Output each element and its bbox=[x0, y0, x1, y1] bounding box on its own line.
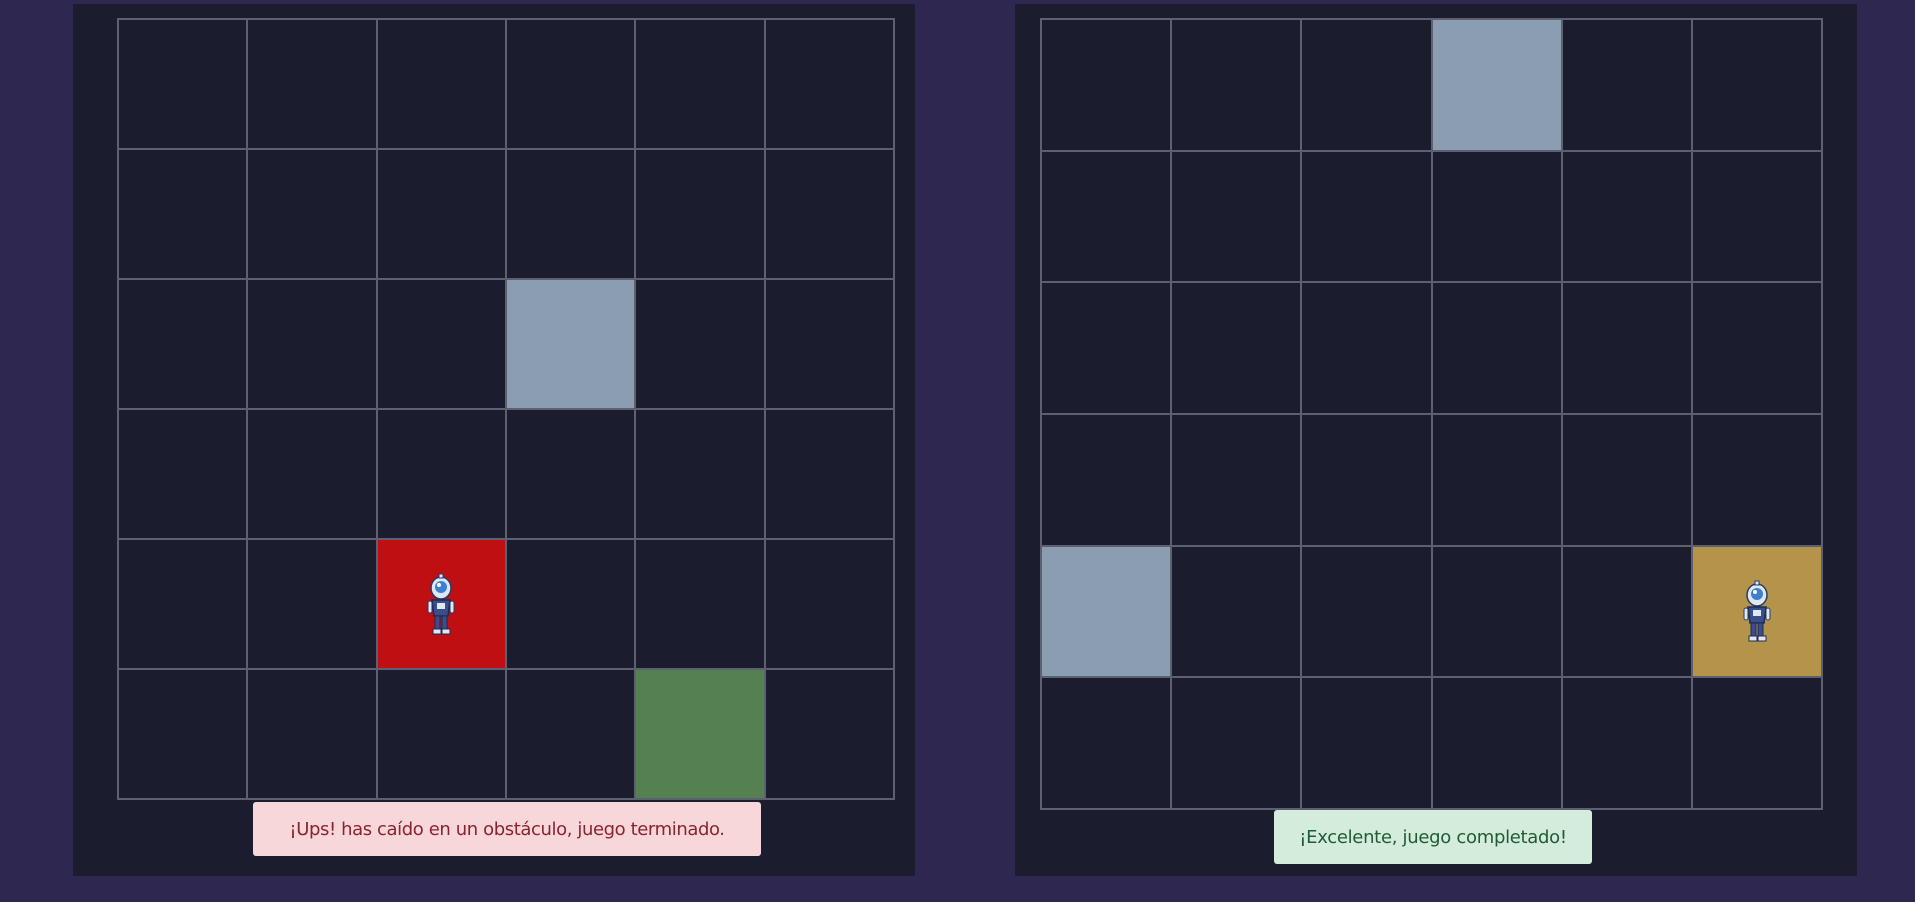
grid-cell bbox=[1692, 415, 1821, 545]
grid-cell bbox=[1692, 151, 1821, 282]
grid-cell bbox=[1302, 283, 1431, 413]
grid-cell bbox=[1692, 20, 1821, 150]
grid-cell bbox=[1432, 283, 1561, 413]
grid-cell bbox=[636, 20, 764, 148]
grid-cell bbox=[248, 280, 376, 408]
grid-cell bbox=[1432, 415, 1561, 545]
robot-icon bbox=[1739, 579, 1775, 643]
grid-cell bbox=[1302, 546, 1431, 677]
grid-cell bbox=[1432, 678, 1561, 808]
game-completed-message: ¡Excelente, juego completado! bbox=[1274, 810, 1592, 864]
grid-cell bbox=[248, 410, 376, 538]
game-over-message: ¡Ups! has caído en un obstáculo, juego t… bbox=[253, 802, 761, 856]
grid-cell bbox=[1042, 20, 1171, 150]
grid-cell bbox=[636, 150, 764, 278]
grid-cell bbox=[507, 670, 635, 798]
grid-cell bbox=[507, 410, 635, 538]
grid-cell bbox=[1172, 283, 1301, 413]
game-grid-left bbox=[117, 18, 895, 800]
grid-cell bbox=[1042, 415, 1171, 545]
obstacle-cell bbox=[1432, 20, 1561, 150]
grid-cell bbox=[119, 150, 247, 278]
completed-robot-cell bbox=[1692, 546, 1821, 677]
grid-cell bbox=[507, 150, 635, 278]
grid-cell bbox=[765, 150, 893, 278]
grid-cell bbox=[377, 410, 505, 538]
grid-cell bbox=[119, 280, 247, 408]
grid-cell bbox=[1562, 678, 1691, 808]
grid-cell bbox=[1042, 151, 1171, 282]
grid-cell bbox=[507, 20, 635, 148]
grid-cell bbox=[1302, 20, 1431, 150]
grid-cell bbox=[636, 540, 764, 668]
grid-cell bbox=[1172, 151, 1301, 282]
game-board-panel-right: ¡Excelente, juego completado! bbox=[1015, 4, 1857, 876]
grid-cell bbox=[377, 280, 505, 408]
grid-cell bbox=[119, 670, 247, 798]
grid-cell bbox=[636, 410, 764, 538]
grid-cell bbox=[765, 670, 893, 798]
game-grid-right bbox=[1040, 18, 1823, 810]
grid-cell bbox=[1562, 151, 1691, 282]
grid-cell bbox=[1432, 546, 1561, 677]
grid-cell bbox=[377, 670, 505, 798]
grid-cell bbox=[765, 540, 893, 668]
grid-cell bbox=[507, 540, 635, 668]
grid-cell bbox=[1562, 546, 1691, 677]
grid-cell bbox=[765, 280, 893, 408]
crashed-robot-cell bbox=[377, 540, 505, 668]
grid-cell bbox=[377, 20, 505, 148]
grid-cell bbox=[1302, 415, 1431, 545]
grid-cell bbox=[1302, 151, 1431, 282]
game-board-panel-left: ¡Ups! has caído en un obstáculo, juego t… bbox=[73, 4, 915, 876]
grid-cell bbox=[248, 540, 376, 668]
obstacle-cell bbox=[507, 280, 635, 408]
grid-cell bbox=[1432, 151, 1561, 282]
grid-cell bbox=[1692, 283, 1821, 413]
robot-icon bbox=[423, 572, 459, 636]
grid-cell bbox=[765, 410, 893, 538]
grid-cell bbox=[1042, 283, 1171, 413]
grid-cell bbox=[377, 150, 505, 278]
goal-cell bbox=[636, 670, 764, 798]
grid-cell bbox=[248, 150, 376, 278]
grid-cell bbox=[1172, 546, 1301, 677]
grid-cell bbox=[1172, 678, 1301, 808]
grid-cell bbox=[119, 540, 247, 668]
grid-cell bbox=[119, 410, 247, 538]
grid-cell bbox=[248, 20, 376, 148]
grid-cell bbox=[1562, 415, 1691, 545]
grid-cell bbox=[1172, 20, 1301, 150]
grid-cell bbox=[1172, 415, 1301, 545]
grid-cell bbox=[765, 20, 893, 148]
grid-cell bbox=[119, 20, 247, 148]
grid-cell bbox=[1042, 678, 1171, 808]
grid-cell bbox=[1562, 283, 1691, 413]
grid-cell bbox=[636, 280, 764, 408]
grid-cell bbox=[1562, 20, 1691, 150]
grid-cell bbox=[248, 670, 376, 798]
obstacle-cell bbox=[1042, 546, 1171, 677]
grid-cell bbox=[1692, 678, 1821, 808]
grid-cell bbox=[1302, 678, 1431, 808]
